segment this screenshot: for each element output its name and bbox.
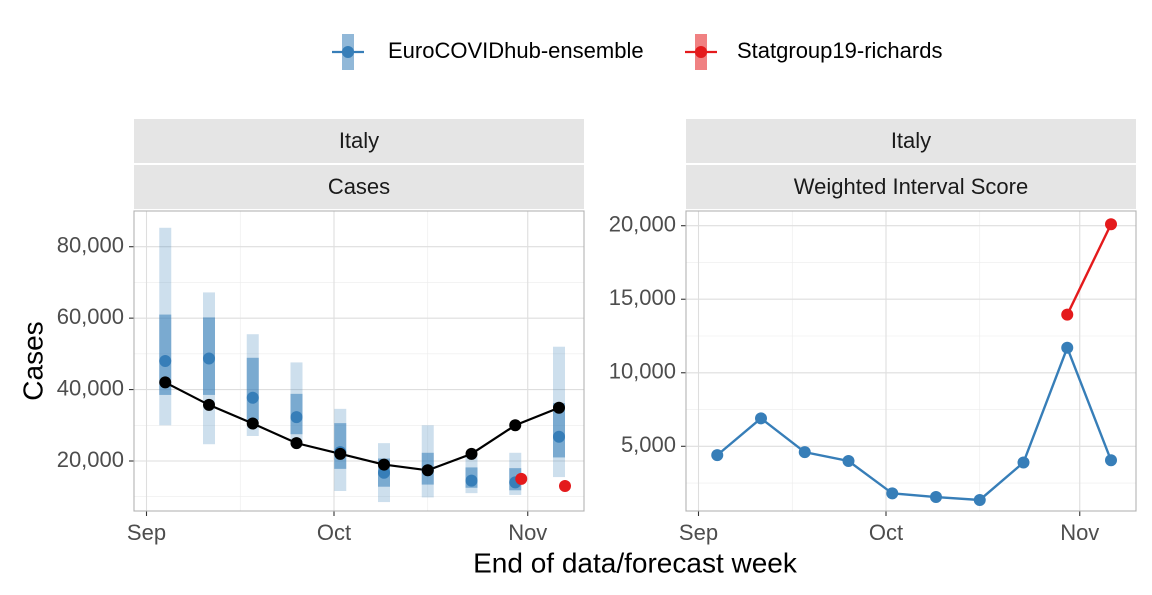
ensemble-median-point-3 xyxy=(290,411,303,424)
wis-point-0-3 xyxy=(842,455,855,467)
x-tick-label-2: Nov xyxy=(508,520,547,545)
ensemble-median-point-7 xyxy=(465,474,478,487)
observed-point-1 xyxy=(203,398,215,411)
panel-border xyxy=(133,210,585,512)
observed-point-6 xyxy=(421,464,434,477)
interval-inner-2 xyxy=(246,357,259,420)
legend-point-0 xyxy=(342,46,354,58)
facet-strip-bg-0 xyxy=(134,119,584,163)
wis-line-1 xyxy=(1066,223,1113,316)
y-tick-label-2: 60,000 xyxy=(57,304,124,329)
y-tick-label-1: 40,000 xyxy=(57,375,124,400)
y-tick-label-1: 10,000 xyxy=(609,359,676,384)
x-tick-label-1: Oct xyxy=(317,520,351,545)
ensemble-median-point-9 xyxy=(553,430,565,443)
legend-label-0: EuroCOVIDhub-ensemble xyxy=(388,38,644,63)
wis-point-1-1 xyxy=(1105,218,1117,231)
observed-point-5 xyxy=(378,458,390,471)
ensemble-median-point-1 xyxy=(203,352,215,365)
x-tick-label-2: Nov xyxy=(1060,520,1099,545)
y-tick-label-0: 20,000 xyxy=(57,447,124,472)
interval-inner-4 xyxy=(334,423,347,469)
wis-line-0 xyxy=(716,344,1113,502)
legend: EuroCOVIDhub-ensemble Statgroup19-richard… xyxy=(332,34,942,70)
observed-point-4 xyxy=(334,447,347,460)
statgroup-point-0 xyxy=(515,472,528,485)
x-tick-label-0: Sep xyxy=(127,520,166,545)
y-axis-title: Cases xyxy=(17,321,48,400)
panel-weighted-interval-score: Italy Weighted Interval Score 5,000 10,000 1… xyxy=(609,119,1137,545)
x-axis-title: End of data/forecast week xyxy=(473,547,798,578)
ensemble-median-point-5 xyxy=(378,466,390,479)
legend-label-1: Statgroup19-richards xyxy=(737,38,942,63)
observed-point-7 xyxy=(465,447,478,460)
wis-point-0-8 xyxy=(1061,341,1074,354)
facet-strip-bg-1 xyxy=(686,165,1136,209)
observed-point-2 xyxy=(246,417,259,430)
observed-point-9 xyxy=(553,401,565,414)
ensemble-median-point-2 xyxy=(246,391,259,404)
wis-point-0-2 xyxy=(798,446,811,459)
facet-strip-bg-0 xyxy=(686,119,1136,163)
observed-point-3 xyxy=(290,437,303,450)
interval-inner-0 xyxy=(159,314,172,395)
wis-point-0-0 xyxy=(711,449,724,462)
ensemble-median-point-0 xyxy=(159,355,172,367)
panel-background xyxy=(686,211,1136,511)
statgroup-point-1 xyxy=(559,480,571,492)
x-tick-label-1: Oct xyxy=(869,520,903,545)
wis-point-1-0 xyxy=(1061,308,1074,321)
legend-point-1 xyxy=(695,46,707,58)
facet-strip-label-0: Italy xyxy=(339,128,379,153)
facet-strip-label-1: Weighted Interval Score xyxy=(794,174,1028,199)
wis-point-0-9 xyxy=(1105,454,1117,467)
wis-point-0-1 xyxy=(755,412,767,425)
facet-strip-label-0: Italy xyxy=(891,128,931,153)
observed-line xyxy=(164,381,560,472)
y-tick-label-0: 5,000 xyxy=(621,432,676,457)
facet-strip-label-1: Cases xyxy=(328,174,390,199)
y-tick-label-3: 80,000 xyxy=(57,233,124,258)
x-tick-label-0: Sep xyxy=(679,520,718,545)
observed-point-8 xyxy=(509,419,522,432)
wis-point-0-5 xyxy=(930,491,942,504)
wis-point-0-7 xyxy=(1017,456,1030,469)
panel-cases: Italy Cases 20,000 40,000 60,000 80,000 Sep Oct… xyxy=(57,119,585,545)
y-tick-label-3: 20,000 xyxy=(609,212,676,237)
panel-border xyxy=(685,210,1137,512)
facet-strip-bg-1 xyxy=(134,165,584,209)
interval-inner-9 xyxy=(553,403,565,458)
wis-point-0-4 xyxy=(886,487,899,500)
y-tick-label-2: 15,000 xyxy=(609,285,676,310)
wis-point-0-6 xyxy=(973,493,986,506)
observed-point-0 xyxy=(159,376,172,389)
